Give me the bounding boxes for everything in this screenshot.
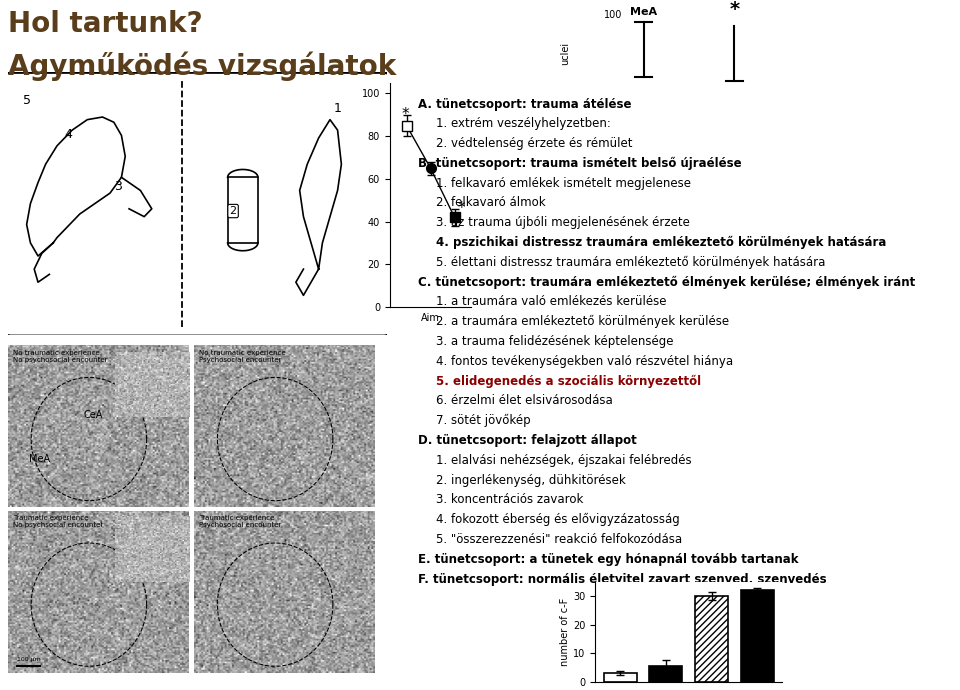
- Text: 2. védtelenség érzete és rémület: 2. védtelenség érzete és rémület: [436, 137, 633, 150]
- Bar: [650, 666, 683, 682]
- FancyBboxPatch shape: [4, 72, 391, 336]
- Text: MeA: MeA: [630, 8, 658, 17]
- Text: *: *: [458, 201, 465, 216]
- Polygon shape: [27, 117, 125, 256]
- Text: CeA: CeA: [84, 410, 103, 420]
- Text: B. tünetcsoport: trauma ismételt belső újraélése: B. tünetcsoport: trauma ismételt belső ú…: [418, 157, 741, 170]
- Text: 1: 1: [334, 102, 342, 115]
- Text: 4. pszichikai distressz traumára emlékeztető körülmények hatására: 4. pszichikai distressz traumára emlékez…: [436, 236, 887, 249]
- Text: 5. élettani distressz traumára emlékeztető körülmények hatására: 5. élettani distressz traumára emlékezte…: [436, 256, 826, 269]
- Text: Traumatic experience
No psychsocial encounter: Traumatic experience No psychsocial enco…: [13, 515, 104, 529]
- Text: MeA: MeA: [30, 454, 51, 464]
- Text: F. tünetcsoport: normális életvitel zavart szenved, szenvedés: F. tünetcsoport: normális életvitel zava…: [418, 573, 827, 586]
- Text: 100 μm: 100 μm: [16, 658, 40, 662]
- Text: 2. ingerlékenység, dühkitörések: 2. ingerlékenység, dühkitörések: [436, 473, 626, 486]
- Text: 7. sötét jövőkép: 7. sötét jövőkép: [436, 414, 531, 427]
- Bar: [695, 596, 728, 682]
- Text: 2. felkavaró álmok: 2. felkavaró álmok: [436, 197, 546, 210]
- Text: No traumatic experience
No psychosocial encounter: No traumatic experience No psychosocial …: [13, 350, 108, 363]
- Text: 4: 4: [64, 128, 72, 141]
- Text: 1. felkavaró emlékek ismételt megjelenese: 1. felkavaró emlékek ismételt megjelenes…: [436, 177, 691, 190]
- Y-axis label: number of c-F: number of c-F: [561, 598, 570, 666]
- Text: 1. extrém veszélyhelyzetben:: 1. extrém veszélyhelyzetben:: [436, 117, 612, 130]
- Text: A. tünetcsoport: trauma átélése: A. tünetcsoport: trauma átélése: [418, 97, 631, 110]
- Text: D. tünetcsoport: felajzott állapot: D. tünetcsoport: felajzott állapot: [418, 434, 636, 447]
- Text: 2: 2: [229, 206, 236, 216]
- Text: 1. elalvási nehézségek, éjszakai felébredés: 1. elalvási nehézségek, éjszakai felébre…: [436, 454, 692, 467]
- Text: *: *: [730, 1, 739, 19]
- Text: 5. "összerezzenési" reakció felfokozódása: 5. "összerezzenési" reakció felfokozódás…: [436, 533, 683, 546]
- Text: E. tünetcsoport: a tünetek egy hónapnál tovább tartanak: E. tünetcsoport: a tünetek egy hónapnál …: [418, 553, 798, 566]
- Polygon shape: [228, 177, 258, 243]
- Text: 4. fokozott éberség és elővigyzázatosság: 4. fokozott éberség és elővigyzázatosság: [436, 513, 680, 526]
- Polygon shape: [300, 119, 342, 269]
- Text: 2. a traumára emlékeztető körülmények kerülése: 2. a traumára emlékeztető körülmények ke…: [436, 315, 730, 328]
- Text: 100: 100: [604, 10, 622, 20]
- Bar: [604, 673, 636, 682]
- Text: 3. az trauma újbóli megjelenésének érzete: 3. az trauma újbóli megjelenésének érzet…: [436, 216, 690, 229]
- Text: Traumatic experience
Psychosocial encounter: Traumatic experience Psychosocial encoun…: [200, 515, 281, 529]
- Text: 3: 3: [114, 181, 122, 193]
- Text: 3. a trauma felidézésének képtelensége: 3. a trauma felidézésének képtelensége: [436, 335, 674, 348]
- Text: 3. koncentrációs zavarok: 3. koncentrációs zavarok: [436, 493, 584, 506]
- Text: 4. fontos tevékenységekben való részvétel hiánya: 4. fontos tevékenységekben való részvéte…: [436, 355, 733, 368]
- Text: *: *: [402, 107, 409, 122]
- Text: No traumatic experience
Psychosocial encounter: No traumatic experience Psychosocial enc…: [200, 350, 286, 363]
- Text: 6. érzelmi élet elsivárosodása: 6. érzelmi élet elsivárosodása: [436, 395, 613, 408]
- X-axis label: Aim: Aim: [421, 313, 440, 323]
- Text: 1. a traumára való emlékezés kerülése: 1. a traumára való emlékezés kerülése: [436, 295, 667, 308]
- Bar: [741, 590, 774, 682]
- Text: 5. elidegenedés a szociális környezettől: 5. elidegenedés a szociális környezettől: [436, 375, 702, 388]
- Text: Hol tartunk?: Hol tartunk?: [8, 10, 203, 39]
- Text: 5: 5: [23, 94, 31, 107]
- Text: uclei: uclei: [561, 42, 570, 65]
- Text: C. tünetcsoport: traumára emlékeztető élmények kerülése; élmények iránt: C. tünetcsoport: traumára emlékeztető él…: [418, 276, 915, 289]
- Text: Agyműködés vizsgálatok: Agyműködés vizsgálatok: [8, 52, 396, 81]
